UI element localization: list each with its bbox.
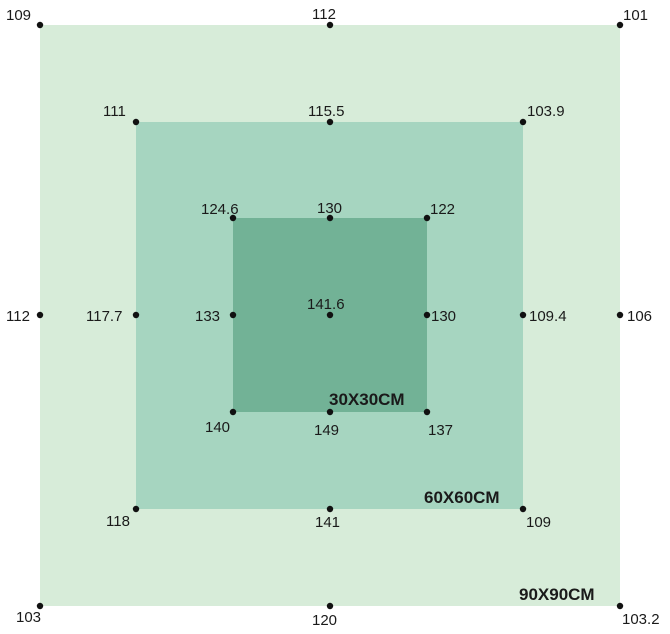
outer-bottom-left-point bbox=[36, 602, 44, 610]
middle-bottom-right-label: 109 bbox=[526, 514, 551, 531]
outer-bottom-center-point bbox=[326, 602, 334, 610]
outer-bottom-left-label: 103 bbox=[16, 609, 41, 626]
outer-bottom-center-label: 120 bbox=[312, 612, 337, 629]
outer-top-right-point bbox=[616, 21, 624, 29]
inner-top-left-point bbox=[229, 214, 237, 222]
outer-mid-left-point bbox=[36, 311, 44, 319]
inner-bottom-left-point bbox=[229, 408, 237, 416]
outer-top-center-point bbox=[326, 21, 334, 29]
inner-bottom-center-label: 149 bbox=[314, 422, 339, 439]
outer-top-center-label: 112 bbox=[312, 6, 336, 23]
middle-top-center-label: 115.5 bbox=[308, 103, 344, 120]
inner-mid-left-point bbox=[229, 311, 237, 319]
middle-top-right-label: 103.9 bbox=[527, 103, 565, 120]
inner-mid-left-label: 133 bbox=[195, 308, 220, 325]
inner-top-right-point bbox=[423, 214, 431, 222]
inner-bottom-center-point bbox=[326, 408, 334, 416]
outer-top-left-label: 109 bbox=[6, 7, 31, 24]
middle-mid-right-point bbox=[519, 311, 527, 319]
middle-top-left-label: 111 bbox=[103, 103, 126, 120]
inner-mid-right-point bbox=[423, 311, 431, 319]
inner-top-left-label: 124.6 bbox=[201, 201, 239, 218]
middle-bottom-right-point bbox=[519, 505, 527, 513]
middle-size-label: 60X60CM bbox=[424, 488, 500, 507]
middle-bottom-center-label: 141 bbox=[315, 514, 340, 531]
middle-bottom-left-point bbox=[132, 505, 140, 513]
middle-mid-left-label: 117.7 bbox=[86, 308, 122, 325]
outer-mid-left-label: 112 bbox=[6, 308, 30, 325]
inner-bottom-right-label: 137 bbox=[428, 422, 453, 439]
middle-top-center-point bbox=[326, 118, 334, 126]
outer-bottom-right-point bbox=[616, 602, 624, 610]
inner-top-center-point bbox=[326, 214, 334, 222]
inner-mid-right-label: 130 bbox=[431, 308, 456, 325]
middle-bottom-left-label: 118 bbox=[106, 513, 130, 530]
middle-mid-left-point bbox=[132, 311, 140, 319]
middle-bottom-center-point bbox=[326, 505, 334, 513]
outer-top-right-label: 101 bbox=[623, 7, 648, 24]
outer-mid-right-label: 106 bbox=[627, 308, 652, 325]
middle-top-left-point bbox=[132, 118, 140, 126]
inner-center-label: 141.6 bbox=[307, 296, 345, 313]
inner-center-point bbox=[326, 311, 334, 319]
outer-size-label: 90X90CM bbox=[519, 585, 595, 604]
outer-bottom-right-label: 103.2 bbox=[622, 611, 660, 628]
inner-bottom-right-point bbox=[423, 408, 431, 416]
inner-bottom-left-label: 140 bbox=[205, 419, 230, 436]
outer-mid-right-point bbox=[616, 311, 624, 319]
middle-top-right-point bbox=[519, 118, 527, 126]
middle-mid-right-label: 109.4 bbox=[529, 308, 567, 325]
inner-top-center-label: 130 bbox=[317, 200, 342, 217]
inner-top-right-label: 122 bbox=[430, 201, 455, 218]
outer-top-left-point bbox=[36, 21, 44, 29]
inner-size-label: 30X30CM bbox=[329, 390, 405, 409]
